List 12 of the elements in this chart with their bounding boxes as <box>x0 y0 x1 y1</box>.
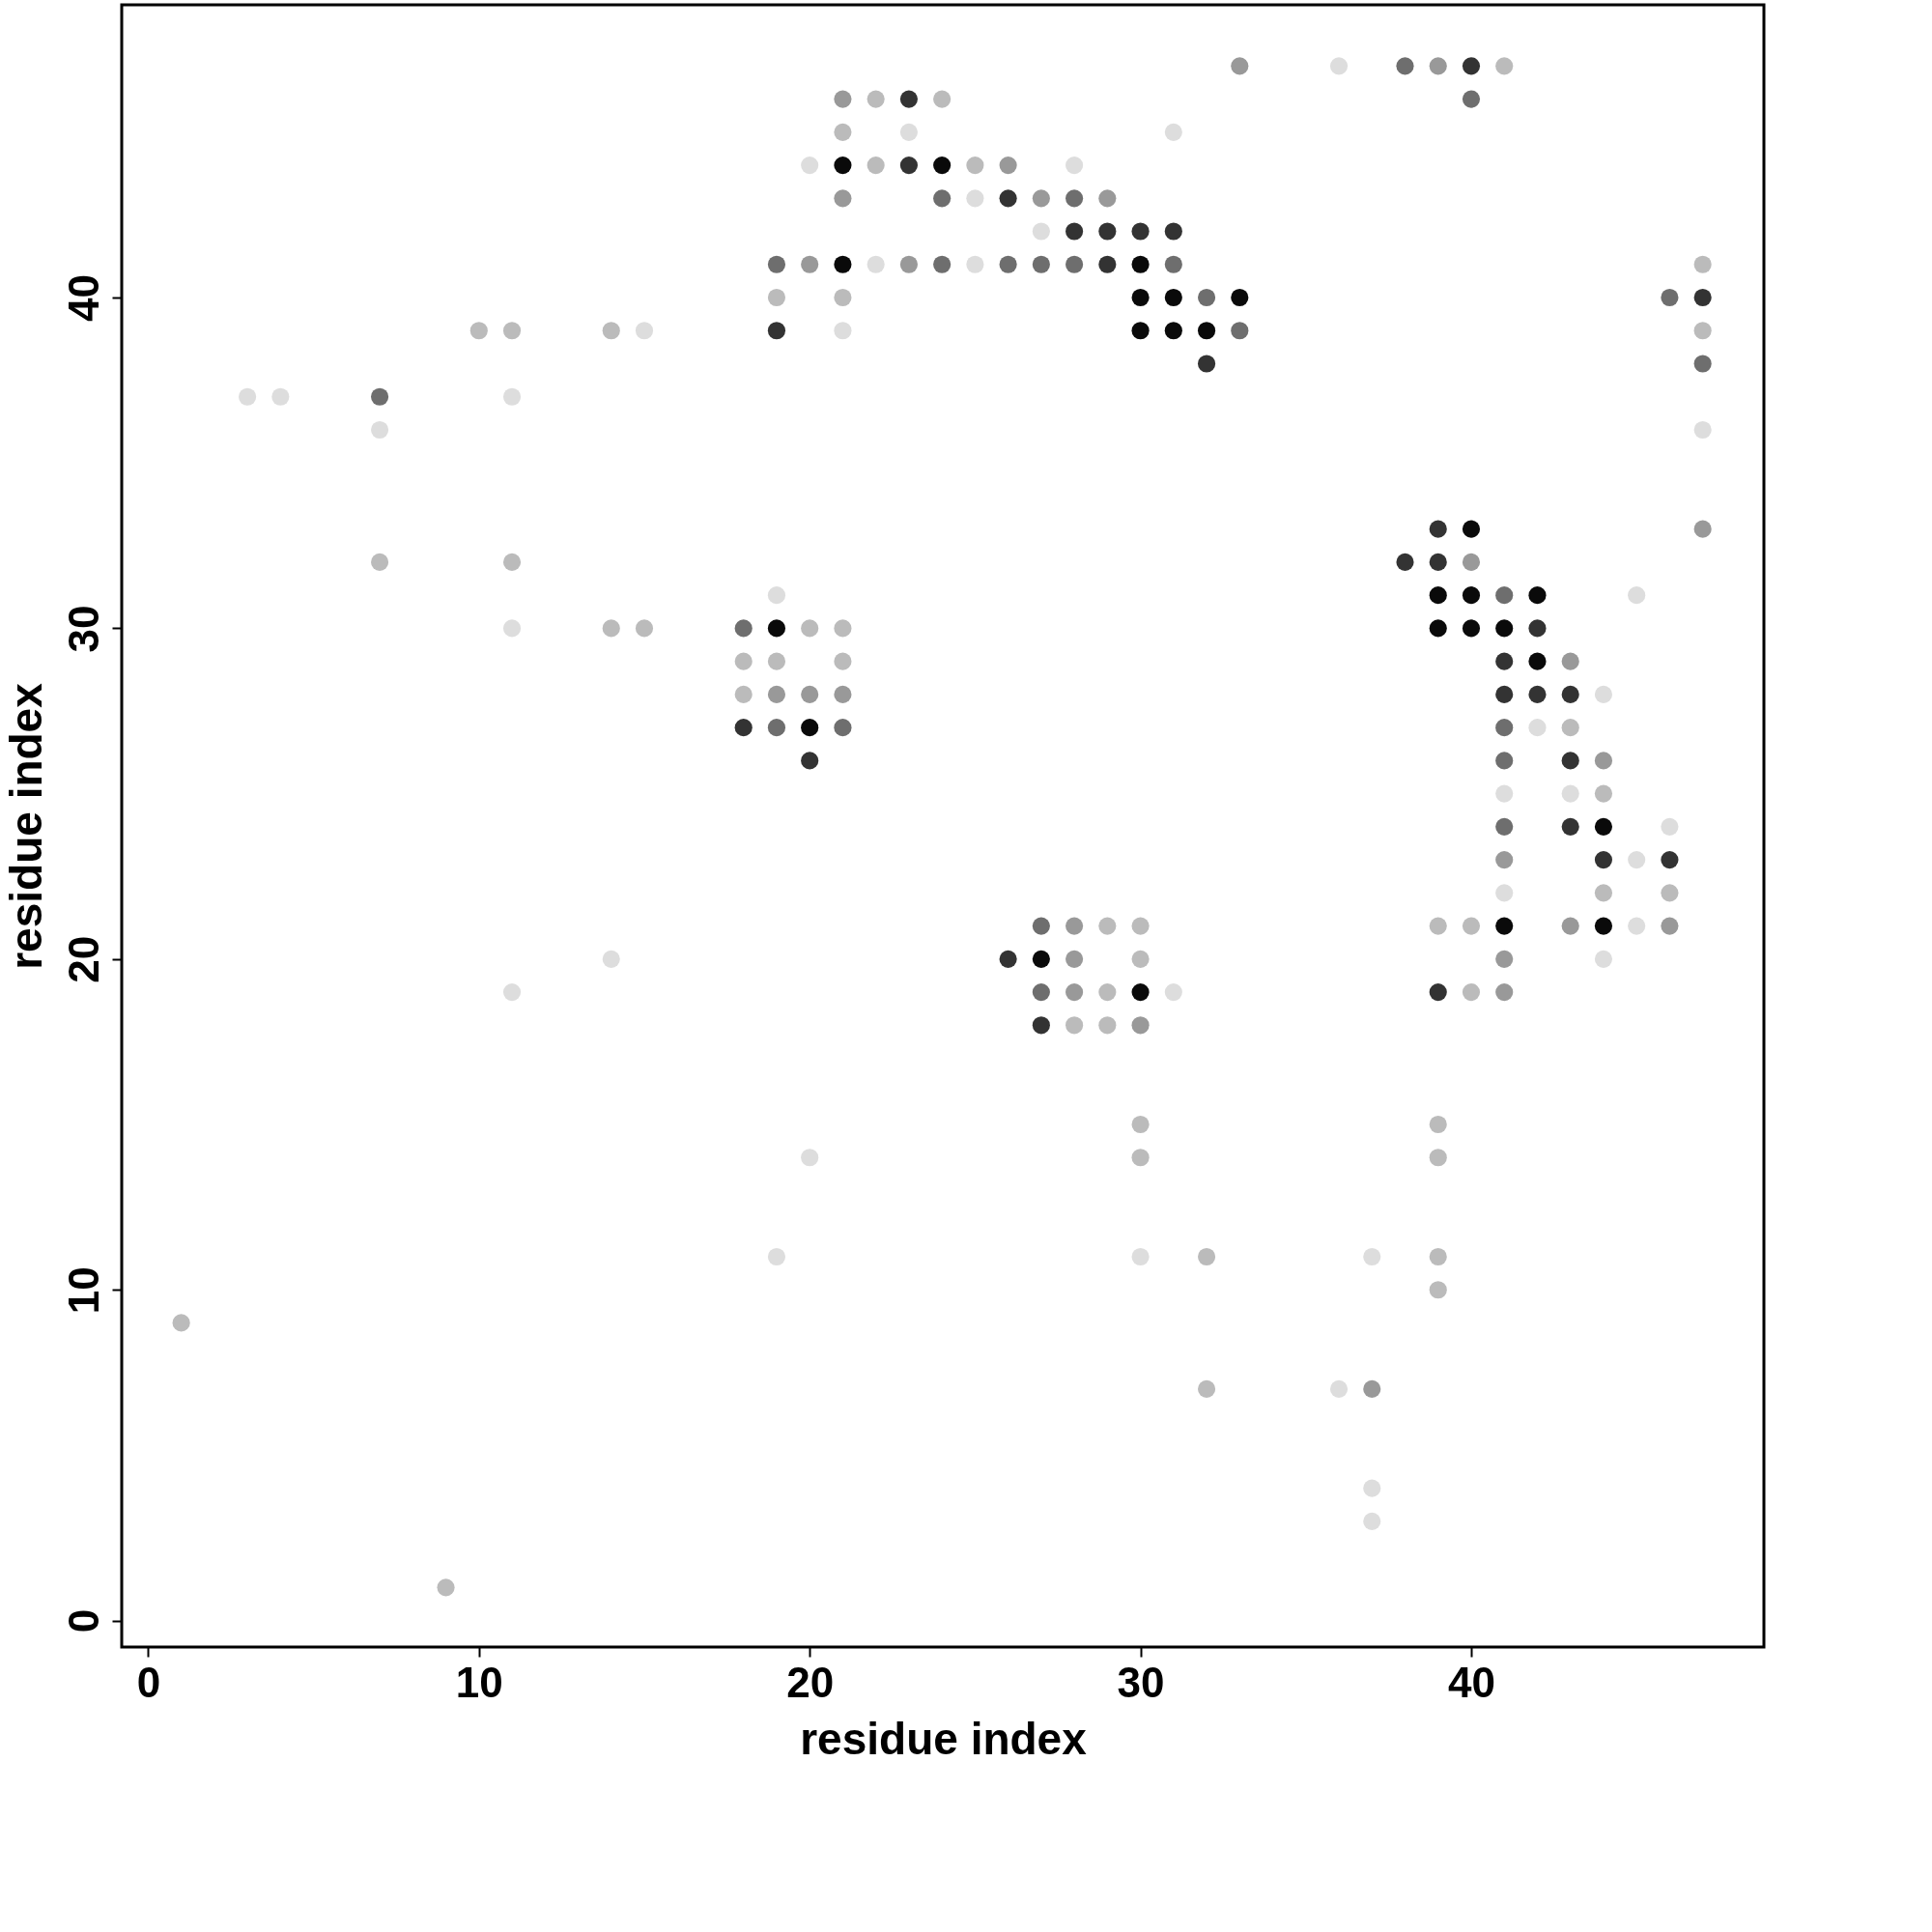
x-axis-title: residue index <box>800 1713 1088 1764</box>
y-axis-title: residue index <box>0 682 51 970</box>
y-tick-label: 30 <box>59 605 107 653</box>
x-tick-label: 40 <box>1448 1658 1495 1706</box>
y-tick-label: 20 <box>59 935 107 983</box>
x-tick-label: 0 <box>136 1658 161 1706</box>
y-tick-label: 10 <box>59 1266 107 1315</box>
x-tick-label: 30 <box>1117 1658 1165 1706</box>
y-tick-label: 0 <box>59 1608 107 1634</box>
x-tick-label: 20 <box>786 1658 835 1706</box>
x-tick-label: 10 <box>455 1658 503 1706</box>
y-tick-label: 40 <box>59 274 107 322</box>
